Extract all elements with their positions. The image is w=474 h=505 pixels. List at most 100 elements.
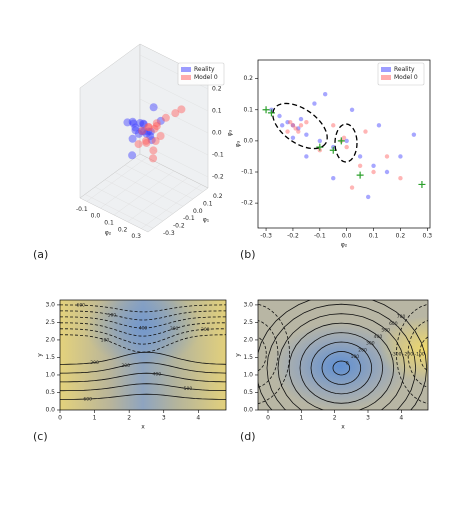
- z-tick-label: 0.1: [212, 108, 222, 115]
- highlight-ellipse: [272, 102, 328, 150]
- point: [341, 135, 347, 140]
- y-tick-label: 2.5: [243, 319, 253, 326]
- heatmap-background: [60, 300, 226, 410]
- contour-label: 200: [201, 327, 210, 333]
- point: [304, 120, 309, 125]
- grid-line: [113, 170, 175, 216]
- x-tick-label: 4: [196, 415, 200, 422]
- contour-label: 600: [76, 303, 85, 309]
- point: [357, 154, 363, 159]
- contour-label: 0: [346, 361, 349, 367]
- x-tick-label: 4: [399, 415, 403, 422]
- y-axis-label: φ₃: [235, 140, 242, 147]
- grid-line: [134, 157, 204, 192]
- point: [149, 146, 158, 155]
- point: [363, 129, 368, 134]
- x-tick-label: 0.1: [104, 220, 114, 227]
- contour-line: [258, 300, 428, 410]
- x-tick-label: -0.1: [314, 233, 326, 240]
- point: [129, 119, 138, 128]
- contour-line: [60, 362, 226, 374]
- point: [140, 127, 148, 136]
- point: [290, 123, 296, 128]
- x-tick-label: 0.2: [396, 233, 406, 240]
- y-tick-label: 0.0: [45, 407, 55, 414]
- contour-line: [60, 393, 226, 400]
- axes-frame: [257, 299, 429, 411]
- point: [136, 119, 145, 128]
- grid-line: [94, 186, 164, 222]
- y-tick-label: 0.1: [203, 201, 213, 208]
- x-tick-label: 0.0: [342, 233, 352, 240]
- point: [331, 123, 336, 128]
- y-tick-label: 0.5: [243, 389, 253, 396]
- z-tick-label: 0.0: [212, 130, 222, 137]
- legend-swatch: [381, 75, 391, 80]
- point: [290, 135, 296, 140]
- point: [285, 129, 290, 134]
- contour-line: [258, 336, 428, 372]
- axes-frame: [257, 59, 431, 229]
- point: [285, 120, 290, 125]
- point: [128, 151, 137, 160]
- contour-line: [310, 341, 373, 395]
- z-tick-label: -0.1: [212, 152, 224, 159]
- y-tick-label: 2.0: [243, 336, 253, 343]
- marker-plus: [267, 109, 275, 117]
- point: [398, 154, 403, 159]
- z-tick-label: -0.2: [212, 174, 224, 181]
- x-tick-label: 0.3: [423, 233, 433, 240]
- point: [304, 154, 309, 159]
- panel-label: (d): [240, 430, 256, 443]
- legend-swatch: [181, 67, 191, 72]
- point: [139, 119, 148, 128]
- point: [152, 122, 161, 130]
- y-tick-label: -0.2: [241, 200, 253, 207]
- point: [349, 107, 355, 112]
- point: [137, 127, 146, 136]
- point: [290, 123, 296, 128]
- panel-label: (a): [33, 248, 48, 261]
- grid-line: [84, 194, 154, 229]
- z-tick-label: 0.2: [212, 86, 222, 93]
- x-tick-label: -0.3: [260, 233, 272, 240]
- point: [131, 123, 140, 132]
- point: [288, 120, 293, 125]
- point: [357, 163, 363, 168]
- contour-label: 300: [366, 341, 375, 347]
- marker-plus: [356, 171, 364, 179]
- contour-line: [60, 310, 226, 321]
- x-tick-label: 2: [333, 415, 337, 422]
- y-tick-label: 2.5: [45, 319, 55, 326]
- contour-label: 500: [381, 327, 390, 333]
- y-tick-label: 0.5: [45, 389, 55, 396]
- point: [317, 138, 323, 144]
- point: [156, 116, 165, 125]
- y-tick-label: 1.5: [45, 354, 55, 361]
- point: [298, 116, 304, 122]
- point: [365, 194, 371, 200]
- point: [134, 140, 143, 149]
- y-axis-label: y: [235, 353, 242, 357]
- contour-label: 300: [170, 326, 179, 332]
- point: [177, 105, 186, 114]
- grid-line: [139, 120, 209, 156]
- z-axis-label: φ₃: [227, 129, 234, 136]
- point: [296, 129, 301, 134]
- point: [344, 144, 349, 150]
- contour-label: 400: [153, 371, 162, 377]
- plots: -0.1 0.0 0.1 0.2 0.3 -0.3 -0.2 -0.1 0.0 0.1 0.2 -0.…: [33, 43, 433, 443]
- point: [144, 123, 153, 132]
- contour-line: [60, 316, 226, 329]
- y-tick-label: 1.0: [45, 371, 55, 378]
- x-tick-label: 2: [127, 415, 131, 422]
- contour-label: 500: [184, 386, 193, 392]
- point: [139, 120, 148, 129]
- point: [376, 123, 382, 128]
- y-tick-label: -0.3: [163, 230, 175, 237]
- y-tick-label: 0.1: [243, 106, 253, 113]
- point: [384, 154, 390, 159]
- marker-plus: [337, 137, 345, 145]
- point: [331, 176, 336, 181]
- contour-label: 100: [101, 337, 110, 343]
